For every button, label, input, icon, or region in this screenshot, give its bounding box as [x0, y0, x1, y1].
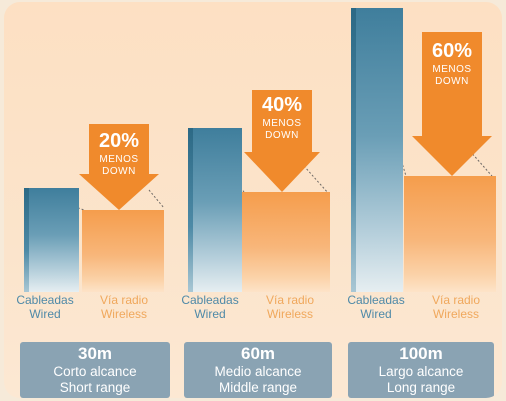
range-label-en: Long range	[386, 380, 456, 395]
wired-label-en: Wired	[194, 307, 226, 321]
wireless-label-100m: Vía radio Wireless	[414, 293, 498, 321]
down-arrow-60	[412, 32, 492, 176]
wireless-label-es: Vía radio	[431, 293, 481, 307]
wired-label-es: Cableadas	[347, 293, 405, 307]
wireless-label-es: Vía radio	[265, 293, 315, 307]
wired-label-en: Wired	[360, 307, 392, 321]
wireless-label-en: Wireless	[266, 307, 313, 321]
percent-label: 20%	[98, 130, 140, 152]
wired-label-es: Cableadas	[16, 293, 74, 307]
wired-bar-30m	[24, 188, 79, 292]
range-box-100m: 100m Largo alcance Long range	[348, 342, 494, 398]
distance-label: 100m	[399, 344, 443, 363]
down-label: DOWN	[265, 130, 299, 141]
infographic-panel: 20% MENOS DOWN Cableadas Wired Vía radio…	[4, 2, 502, 398]
arrow-text-40: 40% MENOS DOWN	[244, 90, 320, 192]
wireless-label-en: Wireless	[432, 307, 479, 321]
wireless-label-30m: Vía radio Wireless	[84, 293, 164, 321]
percent-label: 40%	[261, 94, 303, 116]
wireless-bar-60m	[242, 192, 330, 292]
range-box-60m: 60m Medio alcance Middle range	[184, 342, 332, 398]
menos-label: MENOS	[262, 118, 302, 129]
wired-label-en: Wired	[29, 307, 61, 321]
menos-label: MENOS	[432, 64, 472, 75]
distance-label: 60m	[240, 344, 276, 363]
wireless-label-60m: Vía radio Wireless	[248, 293, 332, 321]
range-label-es: Largo alcance	[378, 364, 464, 379]
wireless-label-en: Wireless	[100, 307, 147, 321]
arrow-text-60: 60% MENOS DOWN	[412, 32, 492, 176]
wired-label-60m: Cableadas Wired	[174, 293, 246, 321]
wired-label-100m: Cableadas Wired	[340, 293, 412, 321]
wired-label-30m: Cableadas Wired	[10, 293, 80, 321]
wired-bar-100m	[351, 8, 403, 292]
wireless-label-es: Vía radio	[99, 293, 149, 307]
wired-bar-edge	[351, 8, 356, 292]
range-label-es: Corto alcance	[53, 364, 137, 379]
wired-bar-60m	[188, 128, 242, 292]
percent-label: 60%	[431, 40, 473, 62]
distance-label: 30m	[77, 344, 113, 363]
guide-line-6	[461, 141, 493, 177]
down-arrow-20	[79, 124, 159, 210]
range-box-30m: 30m Corto alcance Short range	[20, 342, 170, 398]
wired-bar-edge	[188, 128, 193, 292]
wired-bar-edge	[24, 188, 29, 292]
down-label: DOWN	[435, 76, 469, 87]
down-label: DOWN	[102, 166, 136, 177]
wired-label-es: Cableadas	[181, 293, 239, 307]
menos-label: MENOS	[99, 154, 139, 165]
range-label-en: Middle range	[218, 380, 298, 395]
range-label-en: Short range	[59, 380, 131, 395]
arrow-text-20: 20% MENOS DOWN	[79, 124, 159, 210]
down-arrow-40	[244, 90, 320, 192]
wireless-bar-30m	[82, 210, 164, 292]
range-label-es: Medio alcance	[214, 364, 302, 379]
wireless-bar-100m	[404, 176, 496, 292]
